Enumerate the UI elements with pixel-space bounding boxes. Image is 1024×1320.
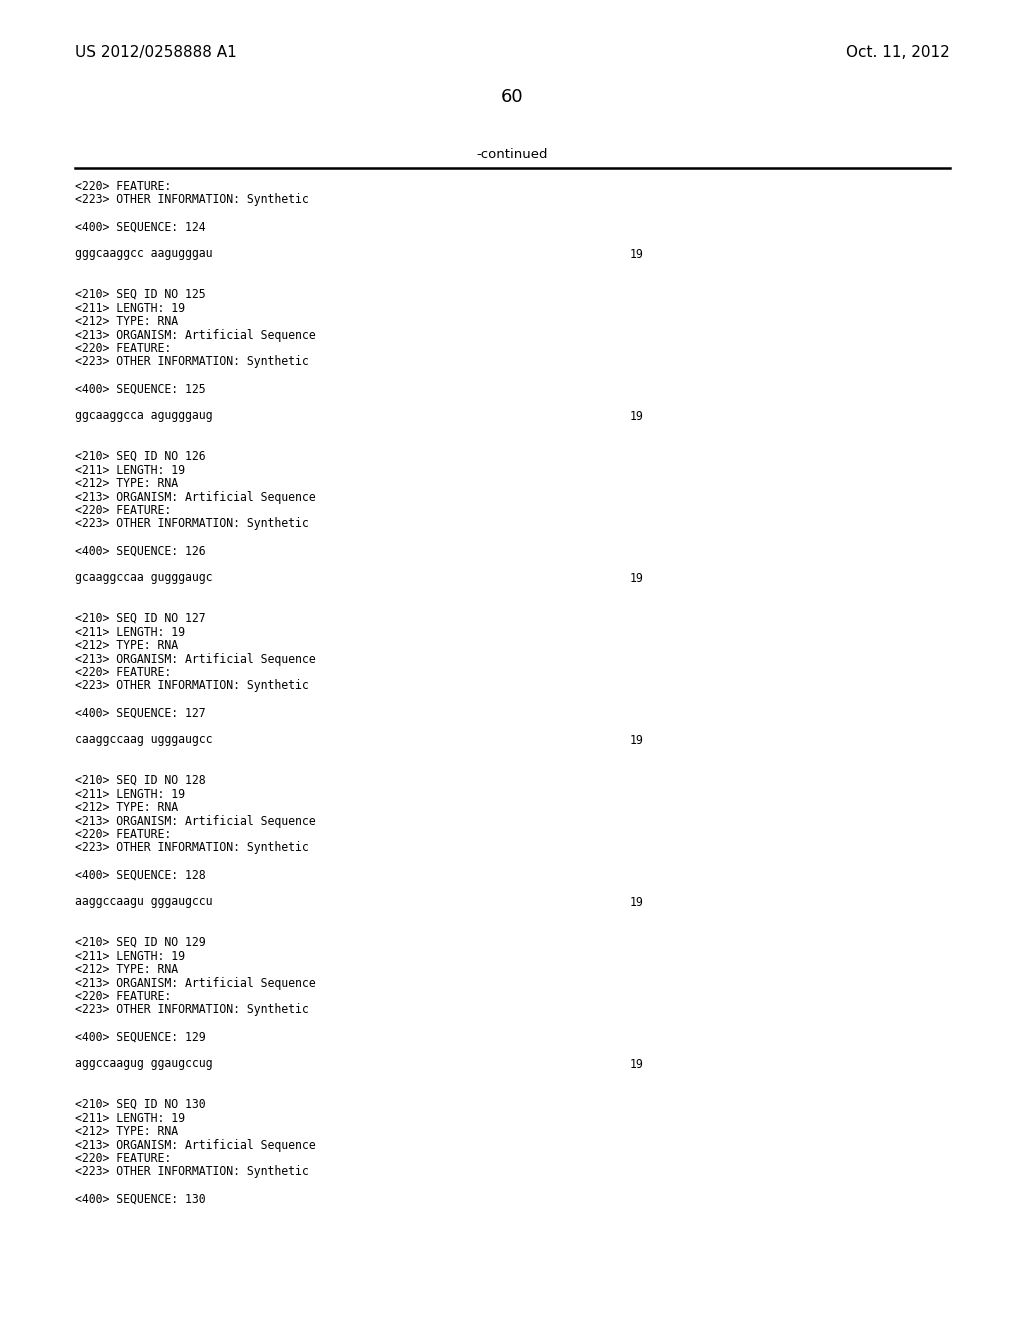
Text: <220> FEATURE:: <220> FEATURE: bbox=[75, 180, 171, 193]
Text: <211> LENGTH: 19: <211> LENGTH: 19 bbox=[75, 1111, 185, 1125]
Text: <211> LENGTH: 19: <211> LENGTH: 19 bbox=[75, 626, 185, 639]
Text: 19: 19 bbox=[630, 1057, 644, 1071]
Text: gcaaggccaa gugggaugc: gcaaggccaa gugggaugc bbox=[75, 572, 213, 585]
Text: <223> OTHER INFORMATION: Synthetic: <223> OTHER INFORMATION: Synthetic bbox=[75, 842, 309, 854]
Text: <210> SEQ ID NO 126: <210> SEQ ID NO 126 bbox=[75, 450, 206, 463]
Text: <211> LENGTH: 19: <211> LENGTH: 19 bbox=[75, 301, 185, 314]
Text: 19: 19 bbox=[630, 409, 644, 422]
Text: <400> SEQUENCE: 130: <400> SEQUENCE: 130 bbox=[75, 1192, 206, 1205]
Text: <212> TYPE: RNA: <212> TYPE: RNA bbox=[75, 315, 178, 327]
Text: <223> OTHER INFORMATION: Synthetic: <223> OTHER INFORMATION: Synthetic bbox=[75, 517, 309, 531]
Text: 19: 19 bbox=[630, 895, 644, 908]
Text: <213> ORGANISM: Artificial Sequence: <213> ORGANISM: Artificial Sequence bbox=[75, 491, 315, 503]
Text: 60: 60 bbox=[501, 88, 523, 106]
Text: <220> FEATURE:: <220> FEATURE: bbox=[75, 990, 171, 1003]
Text: <400> SEQUENCE: 128: <400> SEQUENCE: 128 bbox=[75, 869, 206, 882]
Text: <212> TYPE: RNA: <212> TYPE: RNA bbox=[75, 477, 178, 490]
Text: <213> ORGANISM: Artificial Sequence: <213> ORGANISM: Artificial Sequence bbox=[75, 977, 315, 990]
Text: <210> SEQ ID NO 129: <210> SEQ ID NO 129 bbox=[75, 936, 206, 949]
Text: <223> OTHER INFORMATION: Synthetic: <223> OTHER INFORMATION: Synthetic bbox=[75, 194, 309, 206]
Text: Oct. 11, 2012: Oct. 11, 2012 bbox=[846, 45, 950, 59]
Text: <210> SEQ ID NO 128: <210> SEQ ID NO 128 bbox=[75, 774, 206, 787]
Text: <210> SEQ ID NO 125: <210> SEQ ID NO 125 bbox=[75, 288, 206, 301]
Text: <223> OTHER INFORMATION: Synthetic: <223> OTHER INFORMATION: Synthetic bbox=[75, 1166, 309, 1179]
Text: <211> LENGTH: 19: <211> LENGTH: 19 bbox=[75, 463, 185, 477]
Text: <212> TYPE: RNA: <212> TYPE: RNA bbox=[75, 964, 178, 975]
Text: <213> ORGANISM: Artificial Sequence: <213> ORGANISM: Artificial Sequence bbox=[75, 1138, 315, 1151]
Text: <220> FEATURE:: <220> FEATURE: bbox=[75, 1152, 171, 1166]
Text: <220> FEATURE:: <220> FEATURE: bbox=[75, 504, 171, 517]
Text: <211> LENGTH: 19: <211> LENGTH: 19 bbox=[75, 788, 185, 800]
Text: 19: 19 bbox=[630, 734, 644, 747]
Text: aggccaagug ggaugccug: aggccaagug ggaugccug bbox=[75, 1057, 213, 1071]
Text: aaggccaagu gggaugccu: aaggccaagu gggaugccu bbox=[75, 895, 213, 908]
Text: US 2012/0258888 A1: US 2012/0258888 A1 bbox=[75, 45, 237, 59]
Text: <400> SEQUENCE: 125: <400> SEQUENCE: 125 bbox=[75, 383, 206, 396]
Text: <400> SEQUENCE: 126: <400> SEQUENCE: 126 bbox=[75, 544, 206, 557]
Text: 19: 19 bbox=[630, 248, 644, 260]
Text: <213> ORGANISM: Artificial Sequence: <213> ORGANISM: Artificial Sequence bbox=[75, 652, 315, 665]
Text: <400> SEQUENCE: 129: <400> SEQUENCE: 129 bbox=[75, 1031, 206, 1044]
Text: <400> SEQUENCE: 127: <400> SEQUENCE: 127 bbox=[75, 706, 206, 719]
Text: <212> TYPE: RNA: <212> TYPE: RNA bbox=[75, 1125, 178, 1138]
Text: <212> TYPE: RNA: <212> TYPE: RNA bbox=[75, 639, 178, 652]
Text: 19: 19 bbox=[630, 572, 644, 585]
Text: <220> FEATURE:: <220> FEATURE: bbox=[75, 342, 171, 355]
Text: <213> ORGANISM: Artificial Sequence: <213> ORGANISM: Artificial Sequence bbox=[75, 329, 315, 342]
Text: <223> OTHER INFORMATION: Synthetic: <223> OTHER INFORMATION: Synthetic bbox=[75, 1003, 309, 1016]
Text: -continued: -continued bbox=[476, 148, 548, 161]
Text: <210> SEQ ID NO 127: <210> SEQ ID NO 127 bbox=[75, 612, 206, 624]
Text: caaggccaag ugggaugcc: caaggccaag ugggaugcc bbox=[75, 734, 213, 747]
Text: <400> SEQUENCE: 124: <400> SEQUENCE: 124 bbox=[75, 220, 206, 234]
Text: gggcaaggcc aagugggau: gggcaaggcc aagugggau bbox=[75, 248, 213, 260]
Text: ggcaaggcca agugggaug: ggcaaggcca agugggaug bbox=[75, 409, 213, 422]
Text: <212> TYPE: RNA: <212> TYPE: RNA bbox=[75, 801, 178, 814]
Text: <211> LENGTH: 19: <211> LENGTH: 19 bbox=[75, 949, 185, 962]
Text: <213> ORGANISM: Artificial Sequence: <213> ORGANISM: Artificial Sequence bbox=[75, 814, 315, 828]
Text: <210> SEQ ID NO 130: <210> SEQ ID NO 130 bbox=[75, 1098, 206, 1111]
Text: <220> FEATURE:: <220> FEATURE: bbox=[75, 667, 171, 678]
Text: <220> FEATURE:: <220> FEATURE: bbox=[75, 828, 171, 841]
Text: <223> OTHER INFORMATION: Synthetic: <223> OTHER INFORMATION: Synthetic bbox=[75, 680, 309, 693]
Text: <223> OTHER INFORMATION: Synthetic: <223> OTHER INFORMATION: Synthetic bbox=[75, 355, 309, 368]
